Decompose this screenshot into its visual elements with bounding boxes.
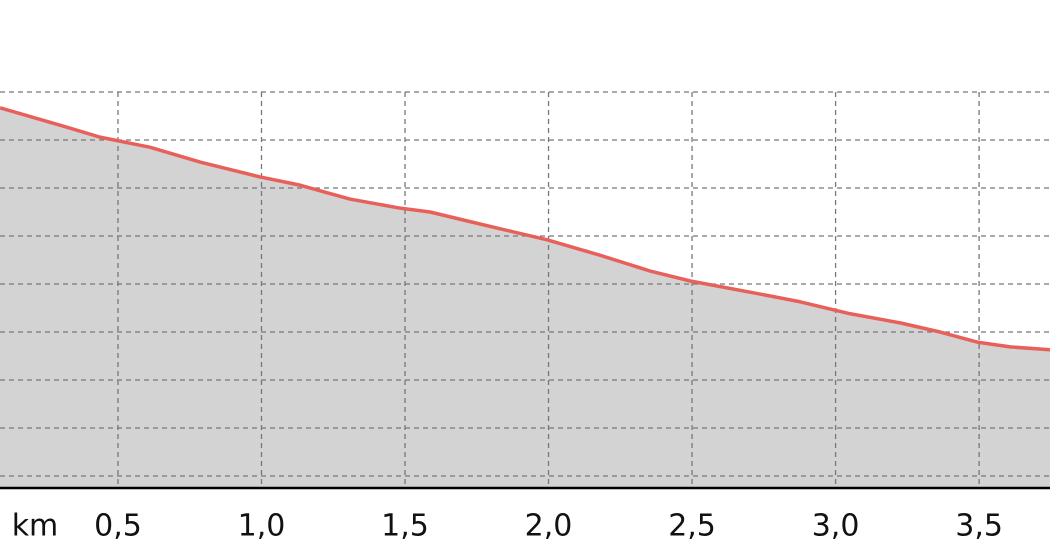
x-tick-label: 0,5 [94,509,142,544]
x-tick-label: 3,0 [812,509,860,544]
x-tick-label: 1,0 [238,509,286,544]
x-tick-label: 1,5 [381,509,429,544]
area-fill [0,107,1050,488]
x-tick-label: 3,5 [955,509,1003,544]
elevation-line [0,106,1050,352]
x-unit-label: km [12,509,59,544]
x-tick-label: 2,0 [525,509,573,544]
x-tick-label: 2,5 [668,509,716,544]
